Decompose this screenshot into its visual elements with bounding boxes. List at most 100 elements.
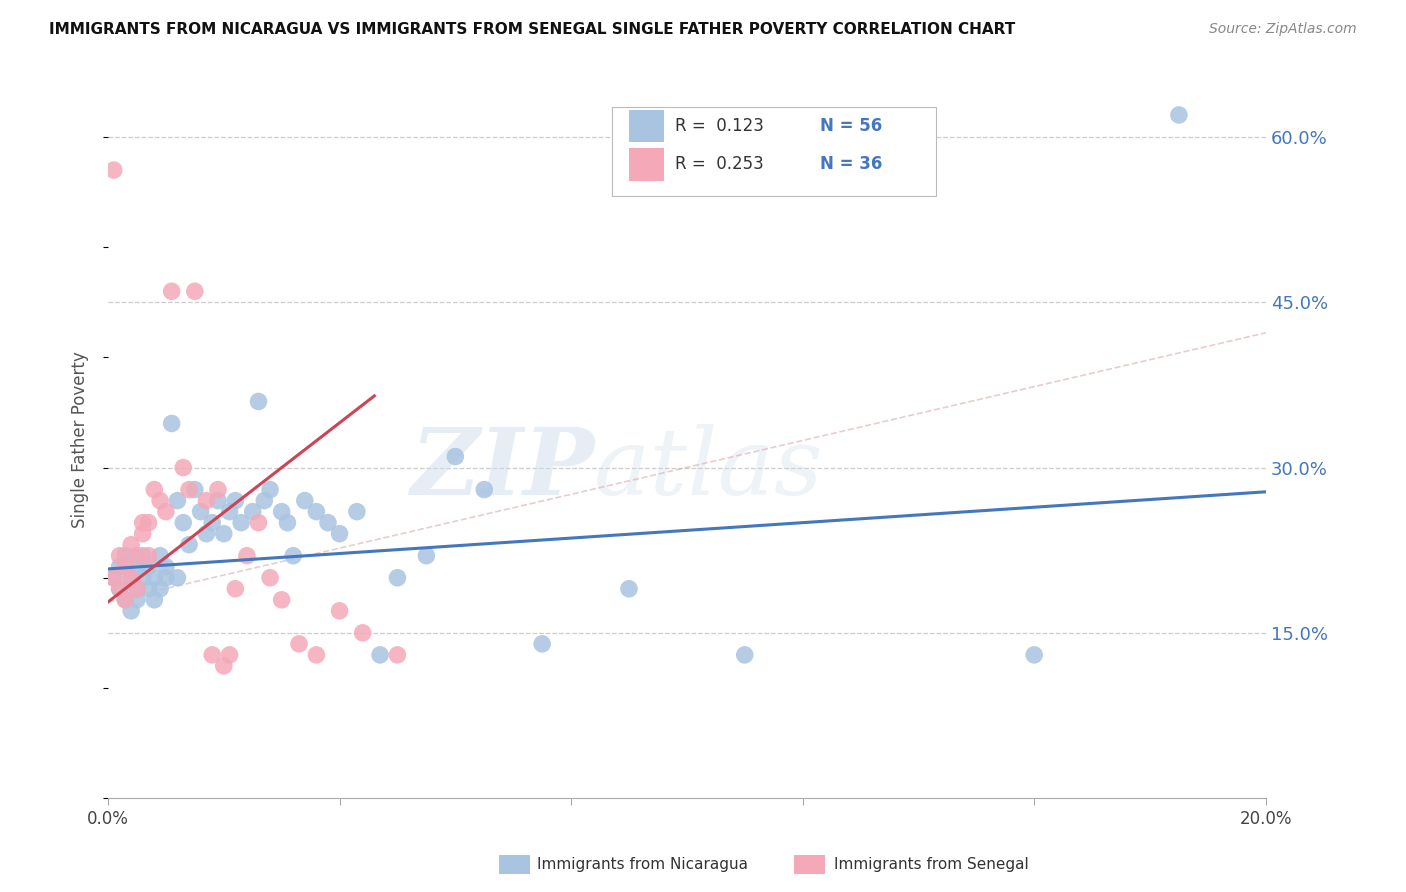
Point [242, 505, 264, 519]
Text: R =  0.253: R = 0.253 [675, 155, 763, 173]
Text: N = 36: N = 36 [820, 155, 883, 173]
FancyBboxPatch shape [628, 148, 664, 180]
Point [328, 526, 350, 541]
Point [120, 538, 142, 552]
Point [236, 549, 259, 563]
Point [138, 582, 160, 596]
Point [212, 526, 235, 541]
Point [160, 417, 183, 431]
Point [160, 285, 183, 299]
Point [155, 571, 177, 585]
Point [352, 625, 374, 640]
Point [149, 582, 172, 596]
Point [138, 549, 160, 563]
Point [177, 538, 200, 552]
Point [120, 571, 142, 585]
Point [247, 394, 270, 409]
Point [120, 604, 142, 618]
Point [444, 450, 467, 464]
Point [218, 648, 240, 662]
Point [132, 526, 155, 541]
Y-axis label: Single Father Poverty: Single Father Poverty [72, 351, 89, 528]
Point [1167, 108, 1189, 122]
Point [270, 505, 292, 519]
Point [201, 648, 224, 662]
Point [212, 659, 235, 673]
Point [276, 516, 298, 530]
Point [201, 516, 224, 530]
Point [149, 493, 172, 508]
Point [259, 483, 281, 497]
Point [195, 493, 218, 508]
Point [125, 592, 148, 607]
Text: ZIP: ZIP [411, 424, 595, 514]
Point [387, 571, 409, 585]
Point [305, 648, 328, 662]
Point [125, 559, 148, 574]
Point [138, 559, 160, 574]
Point [207, 493, 229, 508]
Point [231, 516, 253, 530]
Point [247, 516, 270, 530]
Point [207, 483, 229, 497]
Point [120, 571, 142, 585]
Text: R =  0.123: R = 0.123 [675, 117, 765, 135]
Point [103, 163, 125, 178]
Point [103, 571, 125, 585]
Point [224, 582, 246, 596]
Point [1024, 648, 1046, 662]
Point [108, 549, 131, 563]
Point [132, 571, 155, 585]
Text: atlas: atlas [595, 424, 824, 514]
Point [132, 516, 155, 530]
Point [166, 571, 188, 585]
FancyBboxPatch shape [612, 107, 936, 196]
Point [387, 648, 409, 662]
Point [617, 582, 640, 596]
Point [143, 483, 166, 497]
Point [108, 559, 131, 574]
Point [195, 526, 218, 541]
Point [184, 483, 207, 497]
Point [108, 582, 131, 596]
Point [218, 505, 240, 519]
Point [368, 648, 391, 662]
Point [415, 549, 437, 563]
Point [114, 592, 136, 607]
Point [103, 571, 125, 585]
Point [346, 505, 368, 519]
Point [190, 505, 212, 519]
Point [143, 571, 166, 585]
Point [472, 483, 495, 497]
Point [328, 604, 350, 618]
Point [138, 516, 160, 530]
Point [166, 493, 188, 508]
Point [305, 505, 328, 519]
Point [172, 516, 194, 530]
Point [125, 549, 148, 563]
Point [149, 549, 172, 563]
Text: Immigrants from Nicaragua: Immigrants from Nicaragua [537, 857, 748, 871]
Point [294, 493, 316, 508]
Point [224, 493, 246, 508]
Point [184, 285, 207, 299]
Point [114, 549, 136, 563]
Point [143, 592, 166, 607]
Point [132, 549, 155, 563]
Point [155, 559, 177, 574]
Point [155, 505, 177, 519]
Text: IMMIGRANTS FROM NICARAGUA VS IMMIGRANTS FROM SENEGAL SINGLE FATHER POVERTY CORRE: IMMIGRANTS FROM NICARAGUA VS IMMIGRANTS … [49, 22, 1015, 37]
Point [114, 559, 136, 574]
Point [288, 637, 311, 651]
Text: Immigrants from Senegal: Immigrants from Senegal [834, 857, 1029, 871]
Point [125, 582, 148, 596]
Point [270, 592, 292, 607]
Point [316, 516, 339, 530]
Point [108, 582, 131, 596]
Point [172, 460, 194, 475]
Point [125, 582, 148, 596]
FancyBboxPatch shape [628, 110, 664, 142]
Point [283, 549, 305, 563]
Point [259, 571, 281, 585]
Point [177, 483, 200, 497]
